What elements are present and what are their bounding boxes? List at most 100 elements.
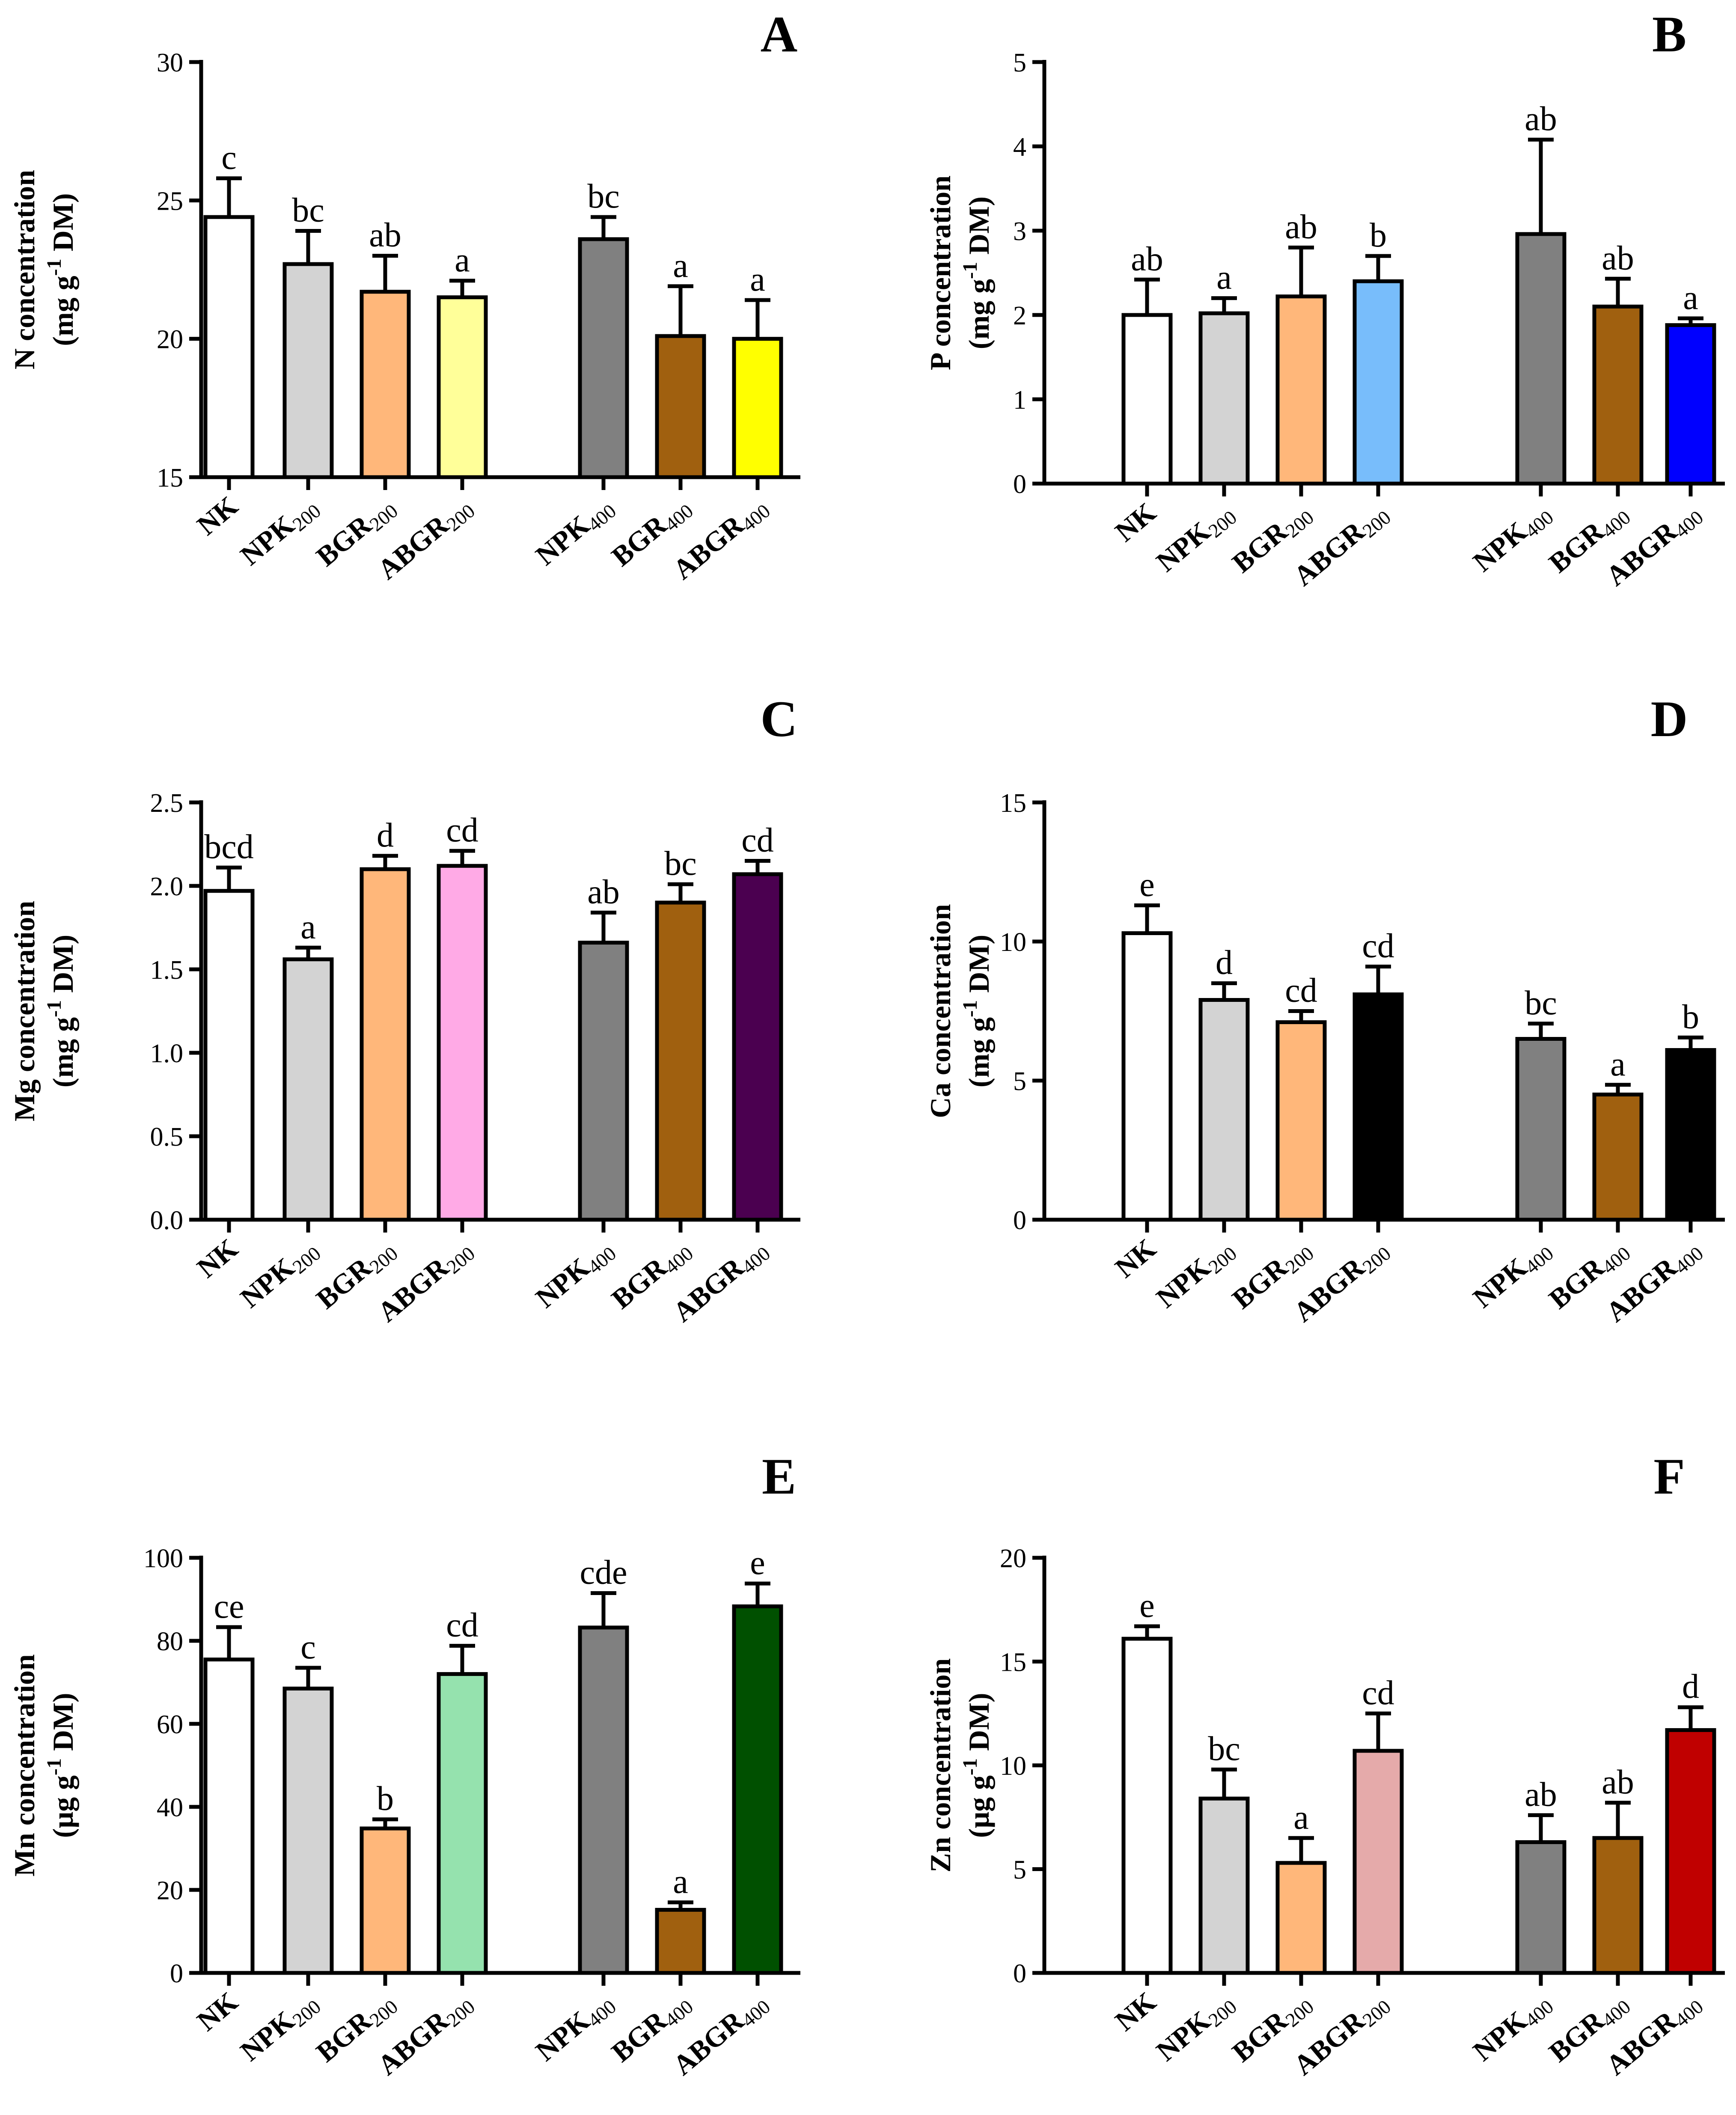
bar-abgr400	[1665, 1048, 1716, 1222]
significance-letter: ab	[1602, 1763, 1634, 1801]
significance-letter: d	[377, 817, 394, 854]
x-tick-label: NPK200	[235, 490, 325, 574]
significance-letter: d	[1682, 1668, 1699, 1705]
bar-npk400	[1515, 1037, 1567, 1222]
significance-letter: cd	[1362, 1674, 1394, 1712]
y-tick-label: 2.0	[150, 872, 184, 901]
y-tick-label: 15	[1000, 1648, 1026, 1677]
x-tick-label: NPK400	[530, 1986, 620, 2070]
significance-letter: b	[1370, 217, 1387, 254]
significance-letter: a	[1683, 279, 1698, 317]
significance-letter: cd	[1362, 927, 1394, 965]
y-axis-unit: (mg g-1 DM)	[959, 935, 995, 1087]
bar-bgr400	[1592, 1093, 1644, 1222]
significance-letter: a	[673, 247, 688, 285]
y-axis-label: Ca concentration	[924, 904, 957, 1118]
y-axis-label: Zn concentration	[924, 1658, 957, 1873]
y-tick-label: 30	[157, 48, 183, 77]
significance-letter: a	[1610, 1046, 1626, 1083]
x-tick-label-main: NK	[191, 1233, 244, 1284]
significance-letter: bc	[1208, 1730, 1240, 1768]
x-tick-label: NK	[191, 1986, 244, 2038]
y-tick-label: 5	[1013, 1067, 1026, 1096]
bar-abgr200	[1353, 1749, 1404, 1975]
bar-abgr400	[732, 337, 783, 479]
y-axis-unit: (μg g-1 DM)	[43, 1693, 79, 1838]
significance-letter: a	[455, 241, 470, 279]
bar-bgr400	[655, 900, 706, 1222]
panel-label: E	[762, 1448, 796, 1505]
y-tick-label: 3	[1013, 217, 1026, 246]
bar-npk200	[282, 957, 334, 1222]
significance-letter: a	[1216, 259, 1232, 297]
x-tick-label: NPK200	[1150, 1986, 1241, 2070]
y-tick-label: 5	[1013, 48, 1026, 77]
y-axis-unit: (mg g-1 DM)	[43, 193, 79, 346]
y-axis-unit-sup: -1	[959, 1758, 981, 1775]
significance-letter: cd	[446, 811, 479, 849]
x-tick-label-main: NK	[191, 1986, 244, 2038]
x-tick-label: NK	[191, 490, 244, 542]
bar-npk400	[578, 1625, 629, 1975]
bar-nk	[203, 889, 255, 1222]
y-axis-label: Mn concentration	[8, 1654, 41, 1876]
significance-letter: ab	[1285, 208, 1317, 246]
significance-letter: bc	[292, 191, 324, 229]
bar-abgr200	[1353, 992, 1404, 1222]
bar-abgr200	[437, 864, 488, 1222]
y-tick-label: 0	[1013, 1206, 1026, 1235]
significance-letter: e	[750, 1544, 765, 1582]
bar-npk200	[1198, 1797, 1250, 1975]
significance-letter: a	[300, 908, 316, 946]
bar-nk	[203, 215, 255, 479]
bar-abgr400	[732, 872, 783, 1222]
x-tick-label: NK	[1109, 497, 1162, 548]
significance-letter: cd	[446, 1607, 479, 1644]
x-tick-label: NPK400	[1467, 1986, 1558, 2070]
x-tick-label-main: NK	[1109, 1233, 1162, 1284]
y-tick-label: 0	[1013, 470, 1026, 499]
y-axis-unit-suffix: DM)	[47, 935, 79, 1000]
y-tick-label: 25	[157, 187, 183, 216]
panel-e: E Mn concentration (μg g-1 DM) 0 20 40 60 80 100…	[8, 1448, 800, 2081]
significance-letter: bc	[664, 845, 697, 882]
x-tick-label: NPK200	[235, 1233, 325, 1316]
y-tick-label: 20	[157, 325, 183, 354]
x-tick-label: NK	[1109, 1986, 1162, 2038]
y-tick-label: 2	[1013, 301, 1026, 330]
y-axis-unit-prefix: (mg g	[963, 279, 995, 349]
y-axis-unit: (mg g-1 DM)	[959, 196, 995, 349]
y-tick-label: 0	[170, 1959, 183, 1988]
panel-d: D Ca concentration (mg g-1 DM) 0 5 10 15 e NK d NP…	[924, 690, 1725, 1328]
y-axis-unit-suffix: DM)	[963, 935, 995, 1000]
y-axis-unit-sup: -1	[43, 1758, 65, 1775]
x-tick-label: NPK400	[530, 1233, 620, 1316]
y-tick-label: 2.5	[150, 789, 184, 818]
y-axis-unit-sup: -1	[959, 1000, 981, 1017]
significance-letter: cd	[741, 822, 774, 859]
y-tick-label: 80	[157, 1627, 183, 1656]
x-tick-label: NPK400	[1467, 1233, 1558, 1316]
bar-bgr200	[1275, 294, 1327, 486]
bar-nk	[1121, 931, 1173, 1222]
y-tick-label: 40	[157, 1793, 183, 1822]
y-axis-unit: (μg g-1 DM)	[959, 1693, 995, 1838]
significance-letter: ab	[1525, 1776, 1557, 1813]
panel-f: F Zn concentration (μg g-1 DM) 0 5 10 15 20 e NK b…	[924, 1448, 1725, 2081]
bar-abgr200	[437, 295, 488, 479]
bar-bgr200	[1275, 1020, 1327, 1222]
y-tick-label: 0.5	[150, 1123, 184, 1152]
panel-label: B	[1652, 6, 1686, 62]
significance-letter: cd	[1285, 972, 1317, 1010]
significance-letter: a	[673, 1863, 688, 1901]
y-axis-unit-suffix: DM)	[963, 196, 995, 262]
panel-label: D	[1651, 690, 1688, 747]
y-axis-unit-prefix: (μg g	[47, 1775, 79, 1838]
significance-letter: e	[1139, 866, 1155, 904]
bar-npk400	[578, 237, 629, 479]
y-axis-unit-suffix: DM)	[963, 1693, 995, 1758]
bar-bgr200	[360, 290, 411, 479]
panel-c: C Mg concentration (mg g-1 DM) 0.0 0.5 1.0 1.5…	[8, 690, 800, 1328]
bar-nk	[1121, 1637, 1173, 1975]
